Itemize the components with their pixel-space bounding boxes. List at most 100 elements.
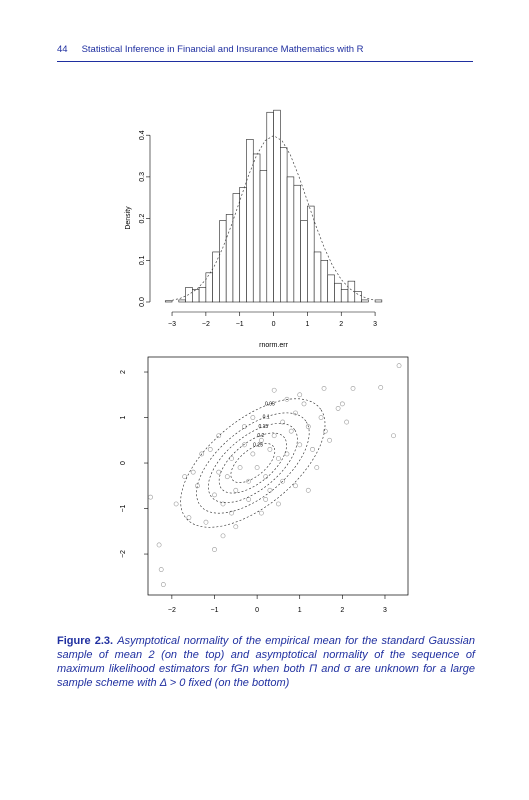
bar xyxy=(313,251,322,303)
bar xyxy=(225,214,234,303)
point xyxy=(190,469,196,475)
point xyxy=(254,465,260,470)
y-tick-label: 0 xyxy=(120,461,127,465)
bar xyxy=(280,147,288,303)
bar xyxy=(198,287,207,303)
point xyxy=(233,524,239,530)
point xyxy=(158,567,164,572)
x-tick-label: −1 xyxy=(210,607,218,614)
contour xyxy=(180,398,326,528)
point xyxy=(267,487,273,493)
point xyxy=(297,442,303,448)
point xyxy=(339,401,345,407)
x-tick-label: 3 xyxy=(373,321,377,328)
point xyxy=(280,478,286,484)
y-tick-label: 1 xyxy=(120,415,127,419)
contour xyxy=(218,432,287,494)
point xyxy=(216,433,222,439)
point xyxy=(271,433,277,439)
contour xyxy=(207,423,298,503)
point xyxy=(267,446,273,452)
x-tick-label: 0 xyxy=(255,607,259,614)
contour-label: 0.15 xyxy=(258,424,268,430)
point xyxy=(396,363,402,369)
point xyxy=(310,446,315,452)
point xyxy=(207,446,213,452)
point xyxy=(276,456,281,461)
bar xyxy=(334,282,342,303)
point xyxy=(250,415,256,420)
point xyxy=(203,519,209,525)
point xyxy=(305,424,311,430)
caption-text: Asymptotical normality of the empirical … xyxy=(57,635,475,689)
bar xyxy=(354,291,362,303)
bar xyxy=(192,289,200,303)
bar xyxy=(164,300,173,303)
bar xyxy=(300,220,308,303)
bar xyxy=(293,184,301,303)
point xyxy=(220,501,226,507)
point xyxy=(263,497,269,502)
bar xyxy=(205,272,213,303)
point xyxy=(224,474,230,480)
point xyxy=(199,451,205,457)
contour xyxy=(196,412,310,514)
x-tick-label: −1 xyxy=(236,321,244,328)
x-axis-label: rnorm.err xyxy=(259,342,288,349)
point xyxy=(305,487,311,493)
point xyxy=(186,515,192,521)
point xyxy=(271,387,277,393)
point xyxy=(263,474,269,480)
bar xyxy=(307,205,315,303)
point xyxy=(148,494,153,500)
x-tick-label: −2 xyxy=(168,607,176,614)
bar xyxy=(178,299,186,303)
point xyxy=(229,510,234,516)
point xyxy=(258,437,264,443)
contour-label: 0.25 xyxy=(253,442,263,448)
y-tick-label: 0.0 xyxy=(139,297,146,307)
y-tick-label: 0.3 xyxy=(139,172,146,182)
bar xyxy=(252,153,261,303)
x-tick-label: 2 xyxy=(340,607,344,614)
bar xyxy=(340,289,349,303)
point xyxy=(288,428,294,434)
point xyxy=(293,483,298,489)
point xyxy=(297,392,303,398)
point xyxy=(229,456,234,461)
bar xyxy=(239,187,247,303)
bar xyxy=(259,170,268,303)
bar xyxy=(232,193,241,303)
point xyxy=(301,401,307,407)
contour-label: 0.05 xyxy=(265,401,275,407)
caption-label: Figure 2.3. xyxy=(57,635,114,647)
point xyxy=(195,483,200,489)
point xyxy=(378,385,384,390)
y-axis-label: Density xyxy=(125,206,132,230)
point xyxy=(344,419,350,425)
x-tick-label: 3 xyxy=(383,607,387,614)
bar xyxy=(212,251,220,303)
y-tick-label: 0.4 xyxy=(139,130,146,140)
running-header: 44 Statistical Inference in Financial and… xyxy=(57,44,473,62)
y-tick-label: 0.1 xyxy=(139,255,146,265)
y-tick-label: 2 xyxy=(120,370,127,374)
point xyxy=(182,474,188,480)
point xyxy=(321,385,327,391)
point xyxy=(350,385,356,391)
point xyxy=(220,533,226,539)
point xyxy=(246,497,251,502)
point xyxy=(233,487,239,493)
plot-frame xyxy=(147,356,409,596)
point xyxy=(284,396,290,402)
point xyxy=(258,510,264,516)
point xyxy=(322,428,328,434)
bar xyxy=(320,259,329,303)
point xyxy=(284,451,290,457)
figure: −3 −2 −1 0 1 2 3 0.0 0.1 0.2 0.3 0.4 rnorm.err Densit… xyxy=(120,109,409,614)
density-curve xyxy=(171,135,376,301)
y-tick-label: 0.2 xyxy=(139,214,146,224)
point xyxy=(160,582,166,587)
bar xyxy=(266,111,274,303)
